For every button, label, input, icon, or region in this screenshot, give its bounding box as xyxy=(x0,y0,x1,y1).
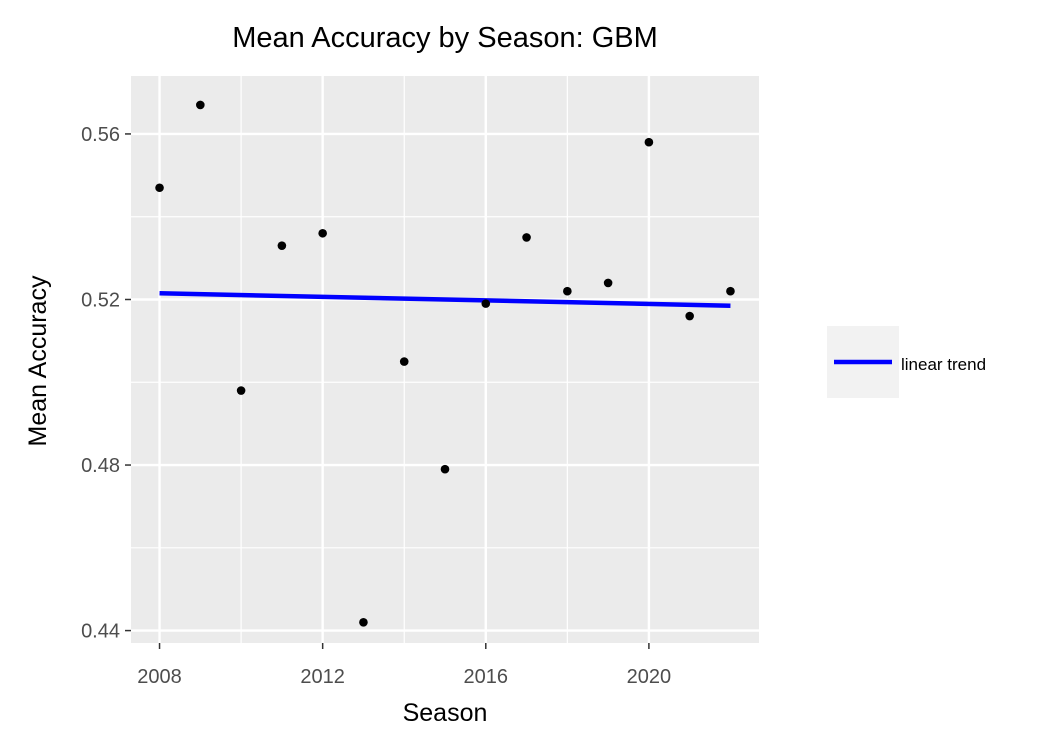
data-point xyxy=(399,357,409,366)
data-point xyxy=(726,286,735,296)
x-tick-label: 2016 xyxy=(464,666,509,688)
plot-panel xyxy=(131,76,759,643)
x-axis: 2008 2012 2016 2020 xyxy=(137,643,671,688)
data-point xyxy=(277,241,287,250)
x-tick-label: 2008 xyxy=(137,666,182,688)
data-point xyxy=(522,233,531,242)
data-point xyxy=(563,286,572,296)
x-tick-label: 2012 xyxy=(300,666,345,688)
y-axis-title: Mean Accuracy xyxy=(24,275,52,446)
y-tick-label: 0.56 xyxy=(81,124,120,146)
data-point xyxy=(196,100,205,110)
data-point xyxy=(318,228,327,238)
data-point xyxy=(359,618,368,627)
data-point xyxy=(685,311,694,321)
y-axis: 0.44 0.48 0.52 0.56 xyxy=(81,124,131,643)
data-point xyxy=(644,137,654,147)
data-point xyxy=(440,464,450,474)
chart-title: Mean Accuracy by Season: GBM xyxy=(232,22,658,54)
legend-label: linear trend xyxy=(901,355,986,374)
trend-line xyxy=(159,291,731,308)
minor-gridlines xyxy=(131,76,759,643)
data-point xyxy=(155,183,164,193)
y-tick-label: 0.52 xyxy=(81,289,120,311)
data-point xyxy=(236,386,246,395)
points-layer xyxy=(155,100,735,627)
x-tick-label: 2020 xyxy=(627,666,672,688)
data-point xyxy=(603,278,613,288)
y-tick-label: 0.48 xyxy=(81,455,120,477)
legend: linear trend xyxy=(827,326,986,398)
trend-layer xyxy=(159,291,731,308)
x-axis-title: Season xyxy=(403,699,488,727)
data-point xyxy=(481,299,491,308)
y-tick-label: 0.44 xyxy=(81,621,120,643)
